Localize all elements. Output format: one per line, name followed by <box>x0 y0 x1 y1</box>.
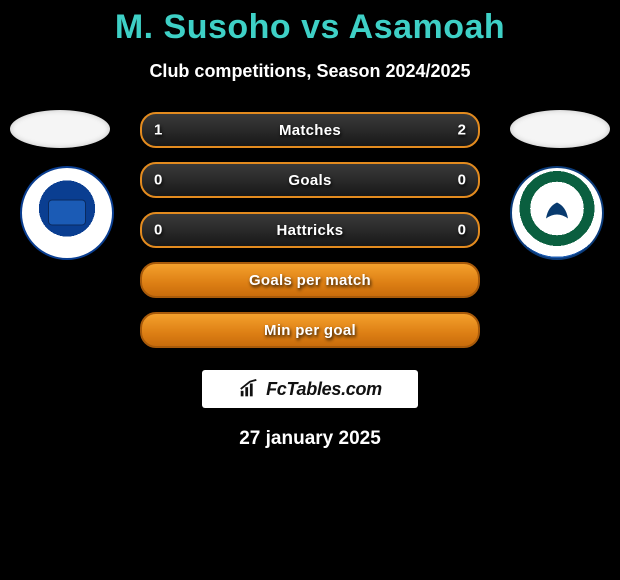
stat-value-left: 0 <box>154 172 162 189</box>
stat-row-matches: 1 Matches 2 <box>140 112 480 148</box>
stat-label: Hattricks <box>277 222 344 239</box>
stat-label: Min per goal <box>264 322 356 339</box>
stat-label: Goals <box>288 172 331 189</box>
club-crest-right <box>510 166 610 266</box>
comparison-area: 1 Matches 2 0 Goals 0 0 Hattricks 0 Goal… <box>0 112 620 348</box>
stat-row-goals: 0 Goals 0 <box>140 162 480 198</box>
stat-row-min-per-goal: Min per goal <box>140 312 480 348</box>
footer-date: 27 january 2025 <box>0 428 620 450</box>
stat-label: Matches <box>279 122 341 139</box>
bar-chart-icon <box>238 378 260 400</box>
stat-value-right: 2 <box>458 122 466 139</box>
stat-label: Goals per match <box>249 272 371 289</box>
stat-value-right: 0 <box>458 222 466 239</box>
brand-badge: FcTables.com <box>202 370 418 408</box>
stat-row-hattricks: 0 Hattricks 0 <box>140 212 480 248</box>
player-right-slot <box>510 110 610 148</box>
stat-row-goals-per-match: Goals per match <box>140 262 480 298</box>
stat-bars: 1 Matches 2 0 Goals 0 0 Hattricks 0 Goal… <box>140 112 480 348</box>
club-crest-left <box>20 166 120 266</box>
brand-text: FcTables.com <box>266 379 382 400</box>
crest-left-emblem-icon <box>48 199 86 225</box>
player-left-slot <box>10 110 110 148</box>
stat-value-right: 0 <box>458 172 466 189</box>
crest-left-icon <box>20 166 114 260</box>
crest-right-emblem-icon <box>542 197 572 227</box>
page-title: M. Susoho vs Asamoah <box>0 0 620 47</box>
stat-value-left: 0 <box>154 222 162 239</box>
stat-value-left: 1 <box>154 122 162 139</box>
crest-right-icon <box>510 166 604 260</box>
page-subtitle: Club competitions, Season 2024/2025 <box>0 61 620 82</box>
comparison-card: M. Susoho vs Asamoah Club competitions, … <box>0 0 620 580</box>
